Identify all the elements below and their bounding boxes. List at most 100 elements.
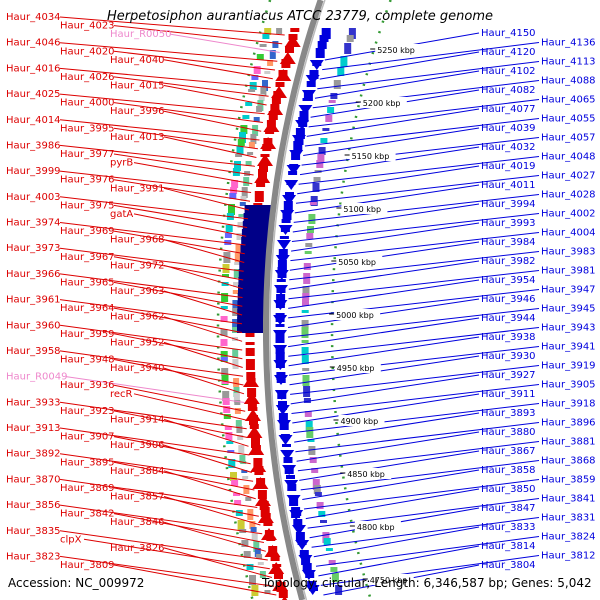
forward-gene-label: Haur_3962 (110, 312, 165, 323)
cds-misc-track-block (245, 161, 252, 166)
forward-arrow (243, 375, 259, 387)
forward-gene-label: Haur_4016 (6, 63, 61, 74)
gc-skew-track-block (243, 551, 251, 558)
reverse-arrow (274, 270, 289, 280)
forward-cds-block (259, 163, 268, 172)
reverse-arrow (275, 405, 290, 415)
reverse-label-leader (291, 213, 540, 242)
feature-track-block (331, 573, 339, 582)
reverse-gene-label: Haur_3947 (541, 285, 596, 296)
feature-track-block (303, 263, 311, 270)
cds-misc-track-block (244, 171, 251, 176)
dense-forward-block (238, 285, 268, 293)
reverse-gene-label: Haur_3833 (481, 522, 536, 533)
reverse-gene-label: Haur_4027 (541, 171, 596, 182)
feature-track-block (311, 468, 319, 473)
reverse-label-leader (293, 403, 540, 434)
reverse-cds-block (306, 81, 316, 87)
forward-cds-block (290, 28, 300, 32)
gc-skew-track-block (221, 293, 229, 302)
reverse-label-leader (288, 279, 480, 309)
feature-track-block (301, 355, 309, 364)
reverse-arrow (301, 570, 316, 580)
gc-skew-track-block (253, 66, 261, 74)
reverse-label-leader (288, 317, 480, 348)
forward-label-leader (163, 264, 243, 290)
cds-misc-track-block (233, 387, 240, 397)
forward-gene-label: pyrB (110, 158, 133, 169)
forward-label-leader (59, 42, 278, 62)
forward-cds-block (245, 348, 255, 356)
feature-track-block (337, 67, 345, 76)
reverse-gene-label: Haur_4136 (541, 38, 596, 49)
reverse-arrow (295, 540, 310, 550)
reverse-gene-label: Haur_3812 (541, 551, 596, 562)
forward-arrow (257, 511, 274, 523)
forward-gene-label: Haur_3842 (60, 509, 115, 520)
reverse-label-leader (320, 555, 540, 586)
reverse-arrow (305, 585, 320, 595)
reverse-label-leader (302, 469, 480, 500)
dense-forward-block (238, 277, 269, 285)
cds-misc-track-block (236, 233, 243, 240)
gc-skew-track-block (223, 406, 231, 413)
reverse-gene-label: Haur_3954 (481, 275, 536, 286)
forward-label-leader (163, 547, 273, 578)
forward-gene-label: Haur_3972 (110, 260, 165, 271)
forward-gene-labels: Haur_4034Haur_4023Haur_R0050Haur_4046Hau… (6, 12, 172, 571)
reverse-cds-block (319, 35, 329, 42)
feature-track-block (304, 251, 312, 254)
forward-label-leader (113, 204, 248, 228)
forward-gene-label: Haur_3835 (6, 526, 61, 537)
cds-misc-track-block (232, 319, 239, 330)
reverse-label-leader (311, 517, 540, 548)
forward-label-leader (163, 418, 249, 447)
feature-track-block (302, 299, 309, 306)
gc-skew-track-block (251, 75, 259, 80)
forward-label-leader (133, 393, 247, 421)
gc-skew-track-block (221, 375, 229, 385)
cds-misc-track-block (243, 177, 250, 186)
cds-misc-track-block (260, 87, 267, 96)
scale-tick-label-bg (338, 415, 385, 426)
cds-misc-track-block (234, 408, 241, 414)
reverse-cds-block (299, 550, 309, 557)
forward-label-leader (59, 530, 268, 561)
forward-label-leader (163, 444, 252, 473)
scale-tick-label-bg (360, 97, 407, 108)
forward-label-leader (113, 127, 258, 150)
feature-track-block (348, 28, 356, 39)
gc-skew-track-block (225, 432, 233, 440)
reverse-gene-label: Haur_3867 (481, 446, 536, 457)
cds-misc-track-block (258, 94, 265, 101)
feature-track-block (325, 115, 333, 122)
reverse-label-leader (289, 251, 540, 281)
gc-skew-track-block (220, 306, 228, 309)
reverse-gene-label: Haur_4120 (481, 47, 536, 58)
forward-label-leader (113, 513, 264, 543)
reverse-cds-block (279, 236, 289, 239)
forward-cds-block (275, 82, 285, 87)
dense-forward-block (244, 205, 275, 213)
feature-track-block (301, 310, 309, 313)
feature-track-block (316, 502, 324, 509)
dense-forward-block (237, 309, 268, 317)
reverse-label-leader (297, 165, 480, 195)
forward-cds-block (245, 342, 255, 345)
feature-track-block (301, 340, 309, 343)
reverse-gene-label: Haur_3982 (481, 256, 536, 267)
scale-tick-label: 4750 kbp (370, 576, 408, 585)
reverse-gene-label: Haur_3868 (541, 456, 596, 467)
reverse-label-leader (293, 194, 540, 223)
reverse-label-leader (303, 479, 540, 510)
reverse-gene-label: Haur_4150 (481, 28, 536, 39)
forward-gene-label: Haur_3974 (6, 218, 61, 229)
reverse-arrow (274, 285, 288, 295)
reverse-gene-label: Haur_3944 (481, 313, 536, 324)
forward-gene-label: Haur_3986 (6, 140, 61, 151)
gc-dotted-ring (216, 0, 272, 600)
cds-misc-track-block (232, 327, 238, 333)
forward-label-leader (59, 555, 275, 587)
forward-arrow (243, 392, 260, 404)
reverse-arrow (278, 225, 293, 235)
